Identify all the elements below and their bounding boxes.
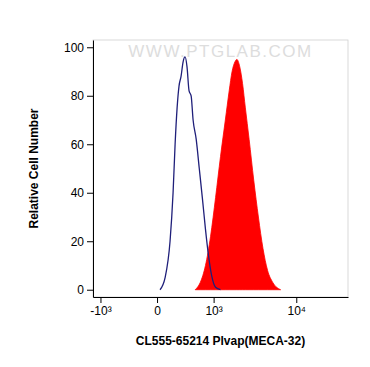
- y-tick-mark: [87, 144, 93, 145]
- watermark: WWW.PTGLAB.COM: [128, 42, 312, 61]
- x-tick-mark: [214, 297, 215, 303]
- x-axis: -10³ 0 10³ 10⁴: [90, 297, 348, 318]
- histogram-line: [160, 57, 220, 290]
- x-axis-title: CL555-65214 Plvap(MECA-32): [136, 334, 305, 348]
- x-tick-label: 0: [154, 304, 161, 318]
- x-axis-line: [94, 297, 349, 298]
- y-tick-label: 0: [77, 283, 84, 297]
- y-tick-mark: [87, 47, 93, 48]
- y-axis: 0 20 40 60 80 100: [64, 41, 94, 298]
- y-tick-label: 80: [71, 89, 85, 103]
- y-tick-mark: [87, 96, 93, 97]
- y-tick-label: 20: [71, 235, 85, 249]
- y-tick-label: 100: [64, 41, 84, 55]
- y-tick-label: 40: [71, 186, 85, 200]
- x-tick: -10³: [90, 297, 111, 318]
- data-layer: [160, 57, 281, 290]
- y-tick: 100: [64, 41, 93, 55]
- y-tick-mark: [87, 290, 93, 291]
- x-tick: 10⁴: [288, 297, 307, 318]
- plot-frame: [93, 40, 348, 297]
- y-tick: 20: [71, 235, 93, 249]
- chart: WWW.PTGLAB.COM -10³ 0 10³ 10⁴ 0 20 40 60 80 100 CL5…: [0, 0, 370, 367]
- y-tick-mark: [87, 193, 93, 194]
- y-tick: 60: [71, 138, 93, 152]
- y-tick: 80: [71, 89, 93, 103]
- x-tick-mark: [157, 297, 158, 303]
- y-tick-label: 60: [71, 138, 85, 152]
- x-tick-label: 10⁴: [288, 304, 307, 318]
- x-tick-label: -10³: [90, 304, 111, 318]
- y-axis-title: Relative Cell Number: [27, 108, 41, 228]
- x-tick-mark: [100, 297, 101, 303]
- x-tick-label: 10³: [205, 304, 222, 318]
- y-tick: 0: [77, 283, 93, 297]
- x-tick: 10³: [205, 297, 222, 318]
- y-axis-line: [93, 41, 94, 298]
- plot: WWW.PTGLAB.COM -10³ 0 10³ 10⁴ 0 20 40 60 80 100: [64, 40, 349, 318]
- y-tick: 40: [71, 186, 93, 200]
- y-tick-mark: [87, 241, 93, 242]
- x-tick-mark: [296, 297, 297, 303]
- x-tick: 0: [154, 297, 161, 318]
